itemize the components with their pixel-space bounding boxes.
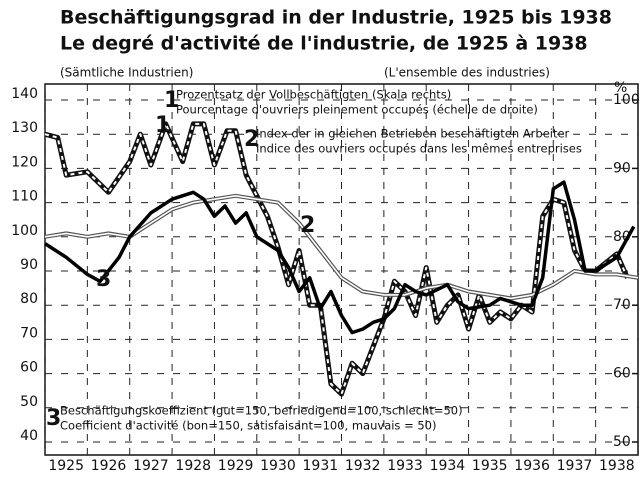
note: (L'ensemble des industries) <box>384 66 550 80</box>
x-tick-label: 1929 <box>218 458 254 474</box>
series-number: 3 <box>96 267 111 292</box>
x-tick-label: 1933 <box>387 458 423 474</box>
legend-label: Beschäftigungskoeffizient (gut=150, befr… <box>60 404 463 418</box>
legend-number: 3 <box>46 406 61 431</box>
x-tick-label: 1938 <box>599 458 635 474</box>
y-tick-label: 40 <box>20 428 38 444</box>
y-tick-label: 100 <box>11 223 38 239</box>
legend-label: Prozentsatz der Vollbeschäftigten (Skala… <box>176 88 451 102</box>
x-tick-label: 1931 <box>303 458 339 474</box>
legend-label: Coefficient d'activité (bon=150, satisfa… <box>60 419 437 433</box>
x-tick-label: 1926 <box>91 458 127 474</box>
x-tick-label: 1932 <box>345 458 381 474</box>
legend-label: Indice des ouvriers occupés dans les mêm… <box>256 142 582 156</box>
y-tick-label: 80 <box>20 291 38 307</box>
y-tick-label: 130 <box>11 120 38 136</box>
series-line <box>44 180 636 335</box>
series-line-inner <box>44 122 629 396</box>
y-tick-label: 70 <box>20 325 38 341</box>
x-tick-label: 1928 <box>175 458 211 474</box>
x-tick-label: 1937 <box>557 458 593 474</box>
y-tick-label: 110 <box>11 189 38 205</box>
x-tick-label: 1936 <box>514 458 550 474</box>
x-tick-label: 1930 <box>260 458 296 474</box>
x-tick-label: 1925 <box>48 458 84 474</box>
series-number: 1 <box>155 113 170 138</box>
x-tick-label: 1927 <box>133 458 169 474</box>
legend-number: 2 <box>244 127 259 152</box>
y2-tick-label: 50 <box>613 434 631 450</box>
legend-label: Pourcentage d'ouvriers pleinement occupé… <box>176 103 538 117</box>
y-tick-label: 60 <box>20 360 38 376</box>
y-tick-label: 120 <box>11 154 38 170</box>
x-tick-label: 1934 <box>430 458 466 474</box>
y2-tick-label: 90 <box>613 160 631 176</box>
y2-tick-label: 100 <box>613 92 640 108</box>
y2-tick-label: 60 <box>613 366 631 382</box>
y-tick-label: 140 <box>11 86 38 102</box>
y2-tick-label: 70 <box>613 297 631 313</box>
x-tick-label: 1935 <box>472 458 508 474</box>
chart-title: Le degré d'activité de l'industrie, de 1… <box>60 33 588 55</box>
note: (Sämtliche Industrien) <box>60 66 193 80</box>
chart-title: Beschäftigungsgrad in der Industrie, 192… <box>60 7 612 29</box>
y-tick-label: 90 <box>20 257 38 273</box>
legend-label: Index der in gleichen Betrieben beschäft… <box>256 127 570 141</box>
legend-number: 1 <box>164 88 179 113</box>
series-number: 2 <box>300 213 315 238</box>
y-tick-label: 50 <box>20 394 38 410</box>
